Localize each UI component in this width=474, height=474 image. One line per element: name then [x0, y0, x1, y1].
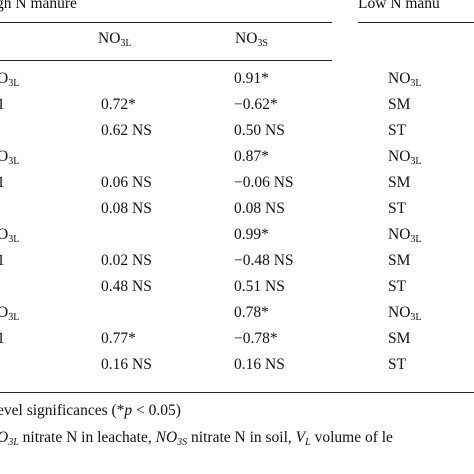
- cell-no3s: 0.08 NS: [234, 200, 285, 217]
- cell-no3s: 0.78*: [234, 304, 269, 321]
- footnote-abbreviations: O3L nitrate N in leachate, NO3S nitrate …: [0, 429, 393, 448]
- cell-no3s: 0.16 NS: [234, 356, 285, 373]
- cell-no3l: 0.16 NS: [101, 356, 152, 373]
- cell-no3s: −0.06 NS: [234, 174, 294, 191]
- cell-no3l: 0.02 NS: [101, 252, 152, 269]
- header-group-right: Low N manu: [358, 0, 440, 12]
- row-label: O3L: [0, 304, 20, 323]
- cell-no3l: 0.06 NS: [101, 174, 152, 191]
- row-label: O3L: [0, 226, 20, 245]
- column-header-no3l: NO3L: [98, 30, 132, 49]
- cell-no3s: −0.78*: [234, 330, 278, 347]
- cell-no3s: 0.91*: [234, 70, 269, 87]
- table-bottom-rule: [0, 392, 474, 393]
- cell-no3s: 0.87*: [234, 148, 269, 165]
- row-right-label: SM: [388, 174, 411, 191]
- row-right-label: NO3L: [388, 70, 422, 89]
- group-left-rule: [0, 22, 332, 23]
- cell-no3l: 0.77*: [101, 330, 136, 347]
- row-label: 1: [0, 252, 5, 269]
- row-right-label: SM: [388, 330, 411, 347]
- group-right-rule: [358, 22, 474, 23]
- row-right-label: ST: [388, 356, 407, 373]
- footnote-significance: evel significances (*p < 0.05): [0, 402, 181, 419]
- row-label: 1: [0, 96, 5, 113]
- cell-no3l: 0.48 NS: [101, 278, 152, 295]
- cell-no3l: 0.72*: [101, 96, 136, 113]
- row-right-label: SM: [388, 252, 411, 269]
- row-label: O3L: [0, 148, 20, 167]
- row-label: 1: [0, 330, 5, 347]
- cell-no3l: 0.08 NS: [101, 200, 152, 217]
- column-header-no3s: NO3S: [235, 30, 268, 49]
- cell-no3s: 0.99*: [234, 226, 269, 243]
- cell-no3s: 0.50 NS: [234, 122, 285, 139]
- row-right-label: NO3L: [388, 226, 422, 245]
- cell-no3l: 0.62 NS: [101, 122, 152, 139]
- row-right-label: ST: [388, 122, 407, 139]
- cell-no3s: 0.51 NS: [234, 278, 285, 295]
- row-label: O3L: [0, 70, 20, 89]
- row-right-label: NO3L: [388, 148, 422, 167]
- cell-no3s: −0.62*: [234, 96, 278, 113]
- cell-no3s: −0.48 NS: [234, 252, 294, 269]
- row-label: 1: [0, 174, 5, 191]
- header-group-left: gh N manure: [0, 0, 77, 12]
- row-right-label: NO3L: [388, 304, 422, 323]
- row-right-label: ST: [388, 200, 407, 217]
- header-bottom-rule: [0, 60, 332, 61]
- row-right-label: ST: [388, 278, 407, 295]
- row-right-label: SM: [388, 96, 411, 113]
